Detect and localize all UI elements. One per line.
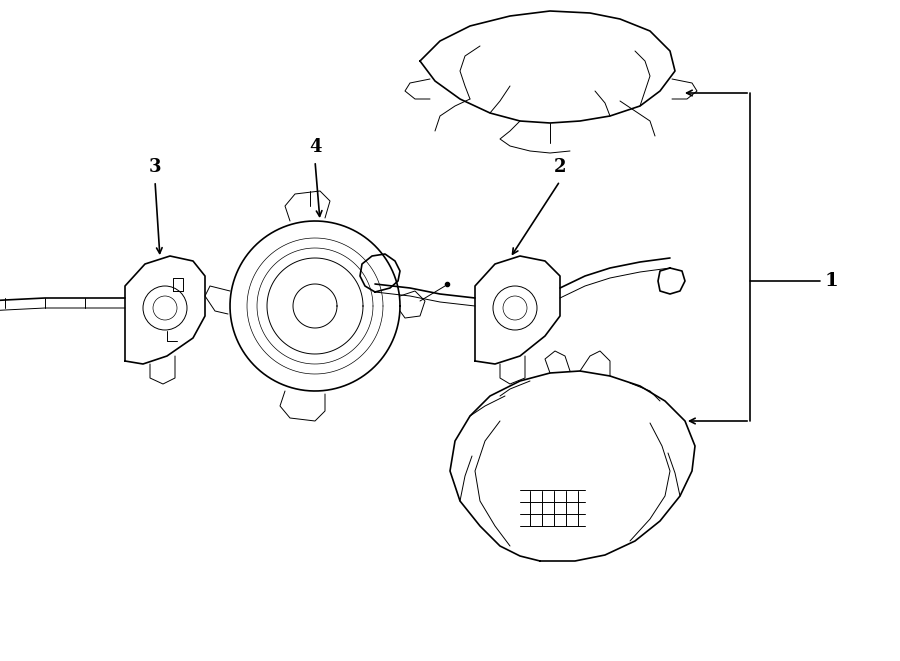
Text: 2: 2 [554, 158, 566, 176]
Text: 4: 4 [309, 138, 321, 156]
Text: 1: 1 [825, 272, 839, 290]
Text: 3: 3 [148, 158, 161, 176]
